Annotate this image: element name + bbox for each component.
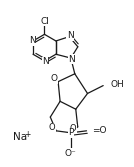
Text: O: O (49, 123, 56, 132)
Text: N: N (29, 36, 35, 45)
Text: =O: =O (92, 126, 107, 135)
Text: O: O (51, 74, 58, 83)
Text: Na: Na (13, 132, 27, 142)
Text: P: P (68, 128, 74, 137)
Text: N: N (42, 57, 49, 66)
Text: +: + (24, 130, 30, 139)
Text: N: N (68, 55, 75, 63)
Text: O: O (70, 124, 76, 133)
Text: N: N (67, 31, 74, 40)
Text: O⁻: O⁻ (65, 149, 77, 158)
Text: OH: OH (110, 80, 124, 89)
Text: Cl: Cl (40, 17, 49, 26)
